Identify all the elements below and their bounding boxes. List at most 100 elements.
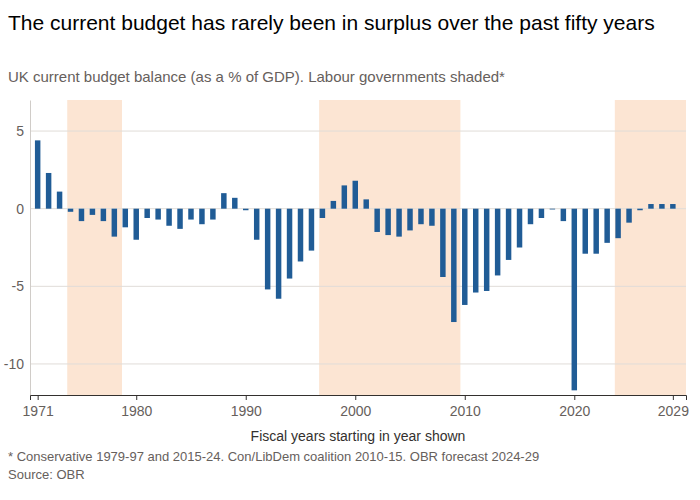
y-tick-label: -5 xyxy=(12,278,25,294)
grid-line xyxy=(30,131,686,132)
shaded-period xyxy=(615,100,686,395)
x-axis: 1971 1980 1990 2000 2010 2020 2029 xyxy=(23,395,690,419)
bar xyxy=(210,209,215,220)
bar xyxy=(550,208,555,210)
y-axis: 5 0 -5 -10 xyxy=(4,101,31,396)
x-tick-mark xyxy=(465,395,466,400)
y-tick-label: 5 xyxy=(16,123,24,139)
bar xyxy=(254,209,259,240)
shaded-period xyxy=(67,100,122,395)
source: Source: OBR xyxy=(8,467,85,482)
bar xyxy=(604,209,609,243)
x-tick-mark xyxy=(246,395,247,400)
x-tick-mark xyxy=(355,395,356,400)
x-tick-mark xyxy=(136,395,137,400)
bar xyxy=(166,209,171,226)
bars xyxy=(35,140,676,390)
bar xyxy=(177,209,182,229)
bar xyxy=(462,209,467,305)
x-tick-label: 2020 xyxy=(559,403,590,419)
bar xyxy=(451,209,456,322)
x-tick-mark xyxy=(673,395,674,400)
bar xyxy=(615,209,620,239)
bar xyxy=(46,173,51,209)
bar xyxy=(79,209,84,221)
x-tick: 2020 xyxy=(559,395,590,419)
bar xyxy=(528,209,533,225)
bar xyxy=(626,209,631,223)
bar xyxy=(572,209,577,391)
title: The current budget has rarely been in su… xyxy=(8,11,655,34)
bar xyxy=(637,209,642,211)
y-tick: -5 xyxy=(12,278,30,294)
shading xyxy=(67,100,686,395)
bar xyxy=(287,209,292,279)
y-tick-label: 0 xyxy=(16,201,24,217)
bar xyxy=(484,209,489,291)
x-tick-label: 1990 xyxy=(231,403,262,419)
x-tick: 1980 xyxy=(121,395,152,419)
bar xyxy=(495,209,500,276)
bar xyxy=(243,209,248,211)
bar xyxy=(298,209,303,262)
bar xyxy=(133,209,138,240)
x-tick-label: 2000 xyxy=(340,403,371,419)
bar xyxy=(353,181,358,209)
bar xyxy=(583,209,588,254)
bar xyxy=(35,140,40,208)
bar xyxy=(561,209,566,221)
bar xyxy=(593,209,598,254)
x-tick-label: 2010 xyxy=(450,403,481,419)
bar xyxy=(385,209,390,235)
chart: The current budget has rarely been in su… xyxy=(0,0,700,500)
bar xyxy=(473,209,478,293)
y-axis-line xyxy=(30,101,31,396)
bar xyxy=(309,209,314,251)
bar xyxy=(123,209,128,228)
bar xyxy=(232,198,237,209)
x-tick: 1971 xyxy=(23,395,54,419)
bar xyxy=(112,209,117,237)
x-tick-label: 2029 xyxy=(658,403,689,419)
bar xyxy=(155,209,160,220)
bar xyxy=(265,209,270,290)
bar xyxy=(659,204,664,209)
bar xyxy=(648,204,653,209)
x-tick-mark xyxy=(574,395,575,400)
x-tick: 2029 xyxy=(658,395,689,419)
x-tick-label: 1980 xyxy=(121,403,152,419)
bar xyxy=(101,209,106,221)
y-tick: 5 xyxy=(16,123,30,139)
x-tick-mark xyxy=(38,395,39,400)
bar xyxy=(342,185,347,208)
bar xyxy=(374,209,379,232)
y-tick: -10 xyxy=(4,356,30,372)
bar xyxy=(90,209,95,215)
bar xyxy=(517,209,522,248)
bar xyxy=(539,209,544,218)
bar xyxy=(68,209,73,212)
bar xyxy=(57,192,62,209)
x-axis-title: Fiscal years starting in year shown xyxy=(251,428,466,444)
bar xyxy=(276,209,281,299)
bar xyxy=(396,209,401,237)
bar xyxy=(331,201,336,209)
y-tick-label: -10 xyxy=(4,356,24,372)
grid-line xyxy=(30,286,686,287)
bar xyxy=(188,209,193,220)
x-axis-line xyxy=(31,396,687,401)
footnote: * Conservative 1979-97 and 2015-24. Con/… xyxy=(8,449,539,464)
grid-line xyxy=(30,363,686,364)
bar xyxy=(221,193,226,209)
bar xyxy=(506,209,511,260)
x-tick: 2000 xyxy=(340,395,371,419)
bar xyxy=(670,204,675,209)
bar xyxy=(407,209,412,231)
bar xyxy=(440,209,445,277)
bar xyxy=(363,199,368,208)
grid xyxy=(30,131,686,364)
x-tick: 2010 xyxy=(450,395,481,419)
bar xyxy=(199,209,204,225)
bar xyxy=(320,209,325,218)
shaded-period xyxy=(319,100,460,395)
